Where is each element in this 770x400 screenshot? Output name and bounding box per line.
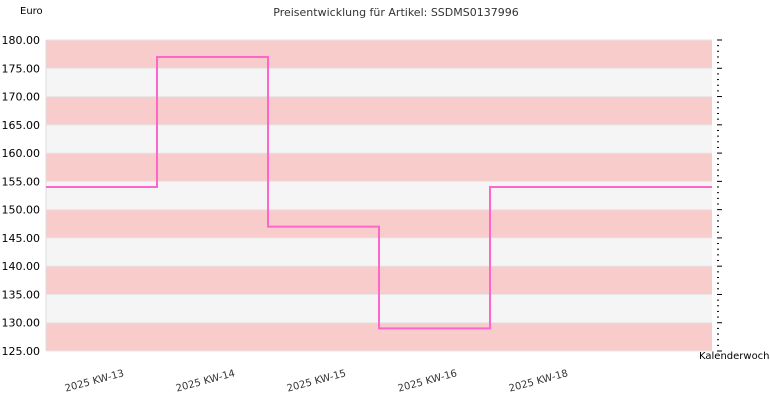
y-tick-label: 125.00 xyxy=(2,345,41,358)
series-layer xyxy=(46,55,712,330)
right-axis-ticks xyxy=(717,39,722,352)
background-band xyxy=(46,68,712,97)
gridlines xyxy=(45,39,712,352)
y-tick-label: 130.00 xyxy=(2,317,41,330)
background-band xyxy=(46,153,712,182)
x-tick-label: 2025 KW-16 xyxy=(397,368,458,394)
y-tick-label: 145.00 xyxy=(2,232,41,245)
y-tick-label: 170.00 xyxy=(2,91,41,104)
x-axis-tick-labels: 2025 KW-13 2025 KW-14 2025 KW-15 2025 KW-16… xyxy=(64,368,569,394)
x-tick-label: 2025 KW-13 xyxy=(64,368,125,394)
background-band xyxy=(46,181,712,210)
background-band xyxy=(46,96,712,125)
y-tick-label: 180.00 xyxy=(2,34,41,47)
background-band xyxy=(46,124,712,154)
y-axis-tick-labels: 125.00 130.00 135.00 140.00 145.00 150.00 155.… xyxy=(2,34,41,358)
y-tick-label: 150.00 xyxy=(2,204,41,217)
y-tick-label: 135.00 xyxy=(2,288,41,301)
price-series-line xyxy=(46,55,712,330)
y-tick-label: 160.00 xyxy=(2,147,41,160)
x-tick-label: 2025 KW-14 xyxy=(175,368,236,394)
x-axis-label: Kalenderwoche xyxy=(699,351,770,362)
y-tick-label: 155.00 xyxy=(2,175,41,188)
y-tick-label: 175.00 xyxy=(2,62,41,75)
y-tick-label: 140.00 xyxy=(2,260,41,273)
x-tick-label: 2025 KW-15 xyxy=(286,368,347,394)
chart-title: Preisentwicklung für Artikel: SSDMS01379… xyxy=(273,6,518,19)
y-axis-label: Euro xyxy=(20,6,43,17)
y-tick-label: 165.00 xyxy=(2,119,41,132)
background-band xyxy=(46,40,712,69)
x-tick-label: 2025 KW-18 xyxy=(508,368,569,394)
